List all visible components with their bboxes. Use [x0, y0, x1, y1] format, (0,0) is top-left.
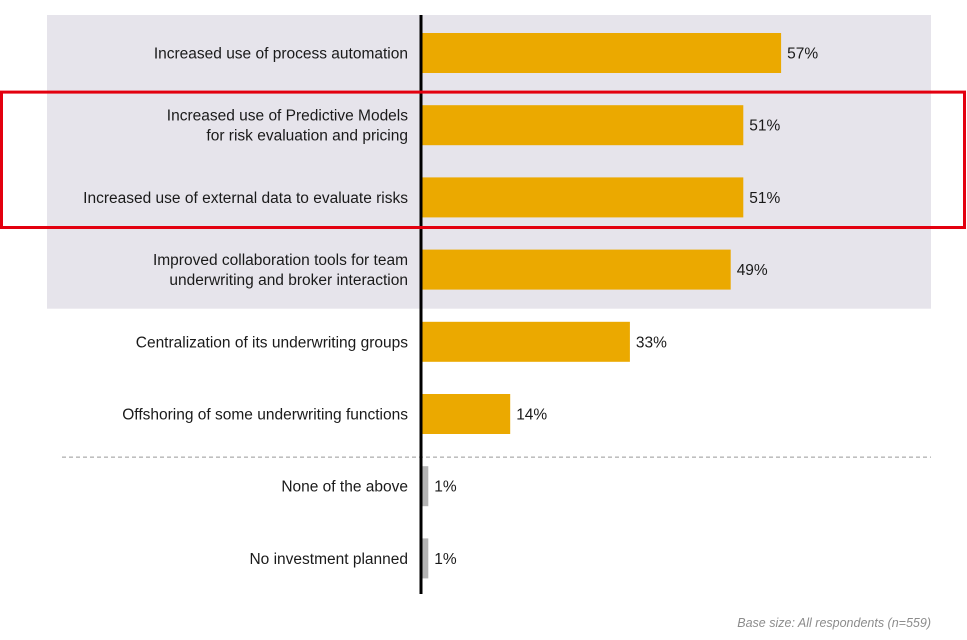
value-label: 1%	[434, 479, 457, 496]
category-label-line: None of the above	[281, 479, 408, 496]
value-label: 33%	[636, 334, 667, 351]
bar	[422, 538, 429, 579]
value-label: 49%	[737, 262, 768, 279]
category-label-line: Increased use of Predictive Models	[167, 108, 408, 125]
value-label: 1%	[434, 551, 457, 568]
category-label-line: Increased use of external data to evalua…	[83, 190, 408, 207]
bar	[422, 321, 630, 362]
category-label-line: Increased use of process automation	[154, 46, 408, 63]
category-label-line: Centralization of its underwriting group…	[136, 334, 408, 351]
value-label: 14%	[516, 407, 547, 424]
category-label-line: Offshoring of some underwriting function…	[122, 407, 408, 424]
bar	[422, 33, 782, 73]
category-label: Increased use of Predictive Models for ri…	[167, 108, 408, 145]
base-size-footnote: Base size: All respondents (n=559)	[737, 616, 931, 630]
highlight-box	[0, 90, 966, 229]
bar	[422, 177, 744, 218]
bar	[422, 466, 429, 507]
bar	[422, 249, 731, 290]
category-label-line: No investment planned	[249, 551, 408, 568]
category-label: Improved collaboration tools for team und…	[153, 252, 408, 289]
value-label: 51%	[749, 190, 780, 207]
bar	[422, 105, 744, 146]
category-label: No investment planned	[249, 551, 408, 568]
category-label-line: Improved collaboration tools for team	[153, 252, 408, 269]
value-labels: 57% 51% 51% 49% 33% 14% 1% 1%	[434, 46, 818, 568]
category-label: Increased use of process automation	[154, 46, 408, 63]
value-label: 57%	[787, 46, 818, 63]
value-label: 51%	[749, 118, 780, 135]
category-label: Offshoring of some underwriting function…	[122, 407, 408, 424]
bars-group	[422, 33, 782, 579]
category-label-line: for risk evaluation and pricing	[206, 128, 408, 145]
category-label: Centralization of its underwriting group…	[136, 334, 408, 351]
category-label-line: underwriting and broker interaction	[169, 272, 408, 289]
category-label: Increased use of external data to evalua…	[83, 190, 408, 207]
bar	[422, 394, 511, 434]
category-labels: Increased use of process automation Incre…	[83, 46, 408, 568]
category-label: None of the above	[281, 479, 408, 496]
